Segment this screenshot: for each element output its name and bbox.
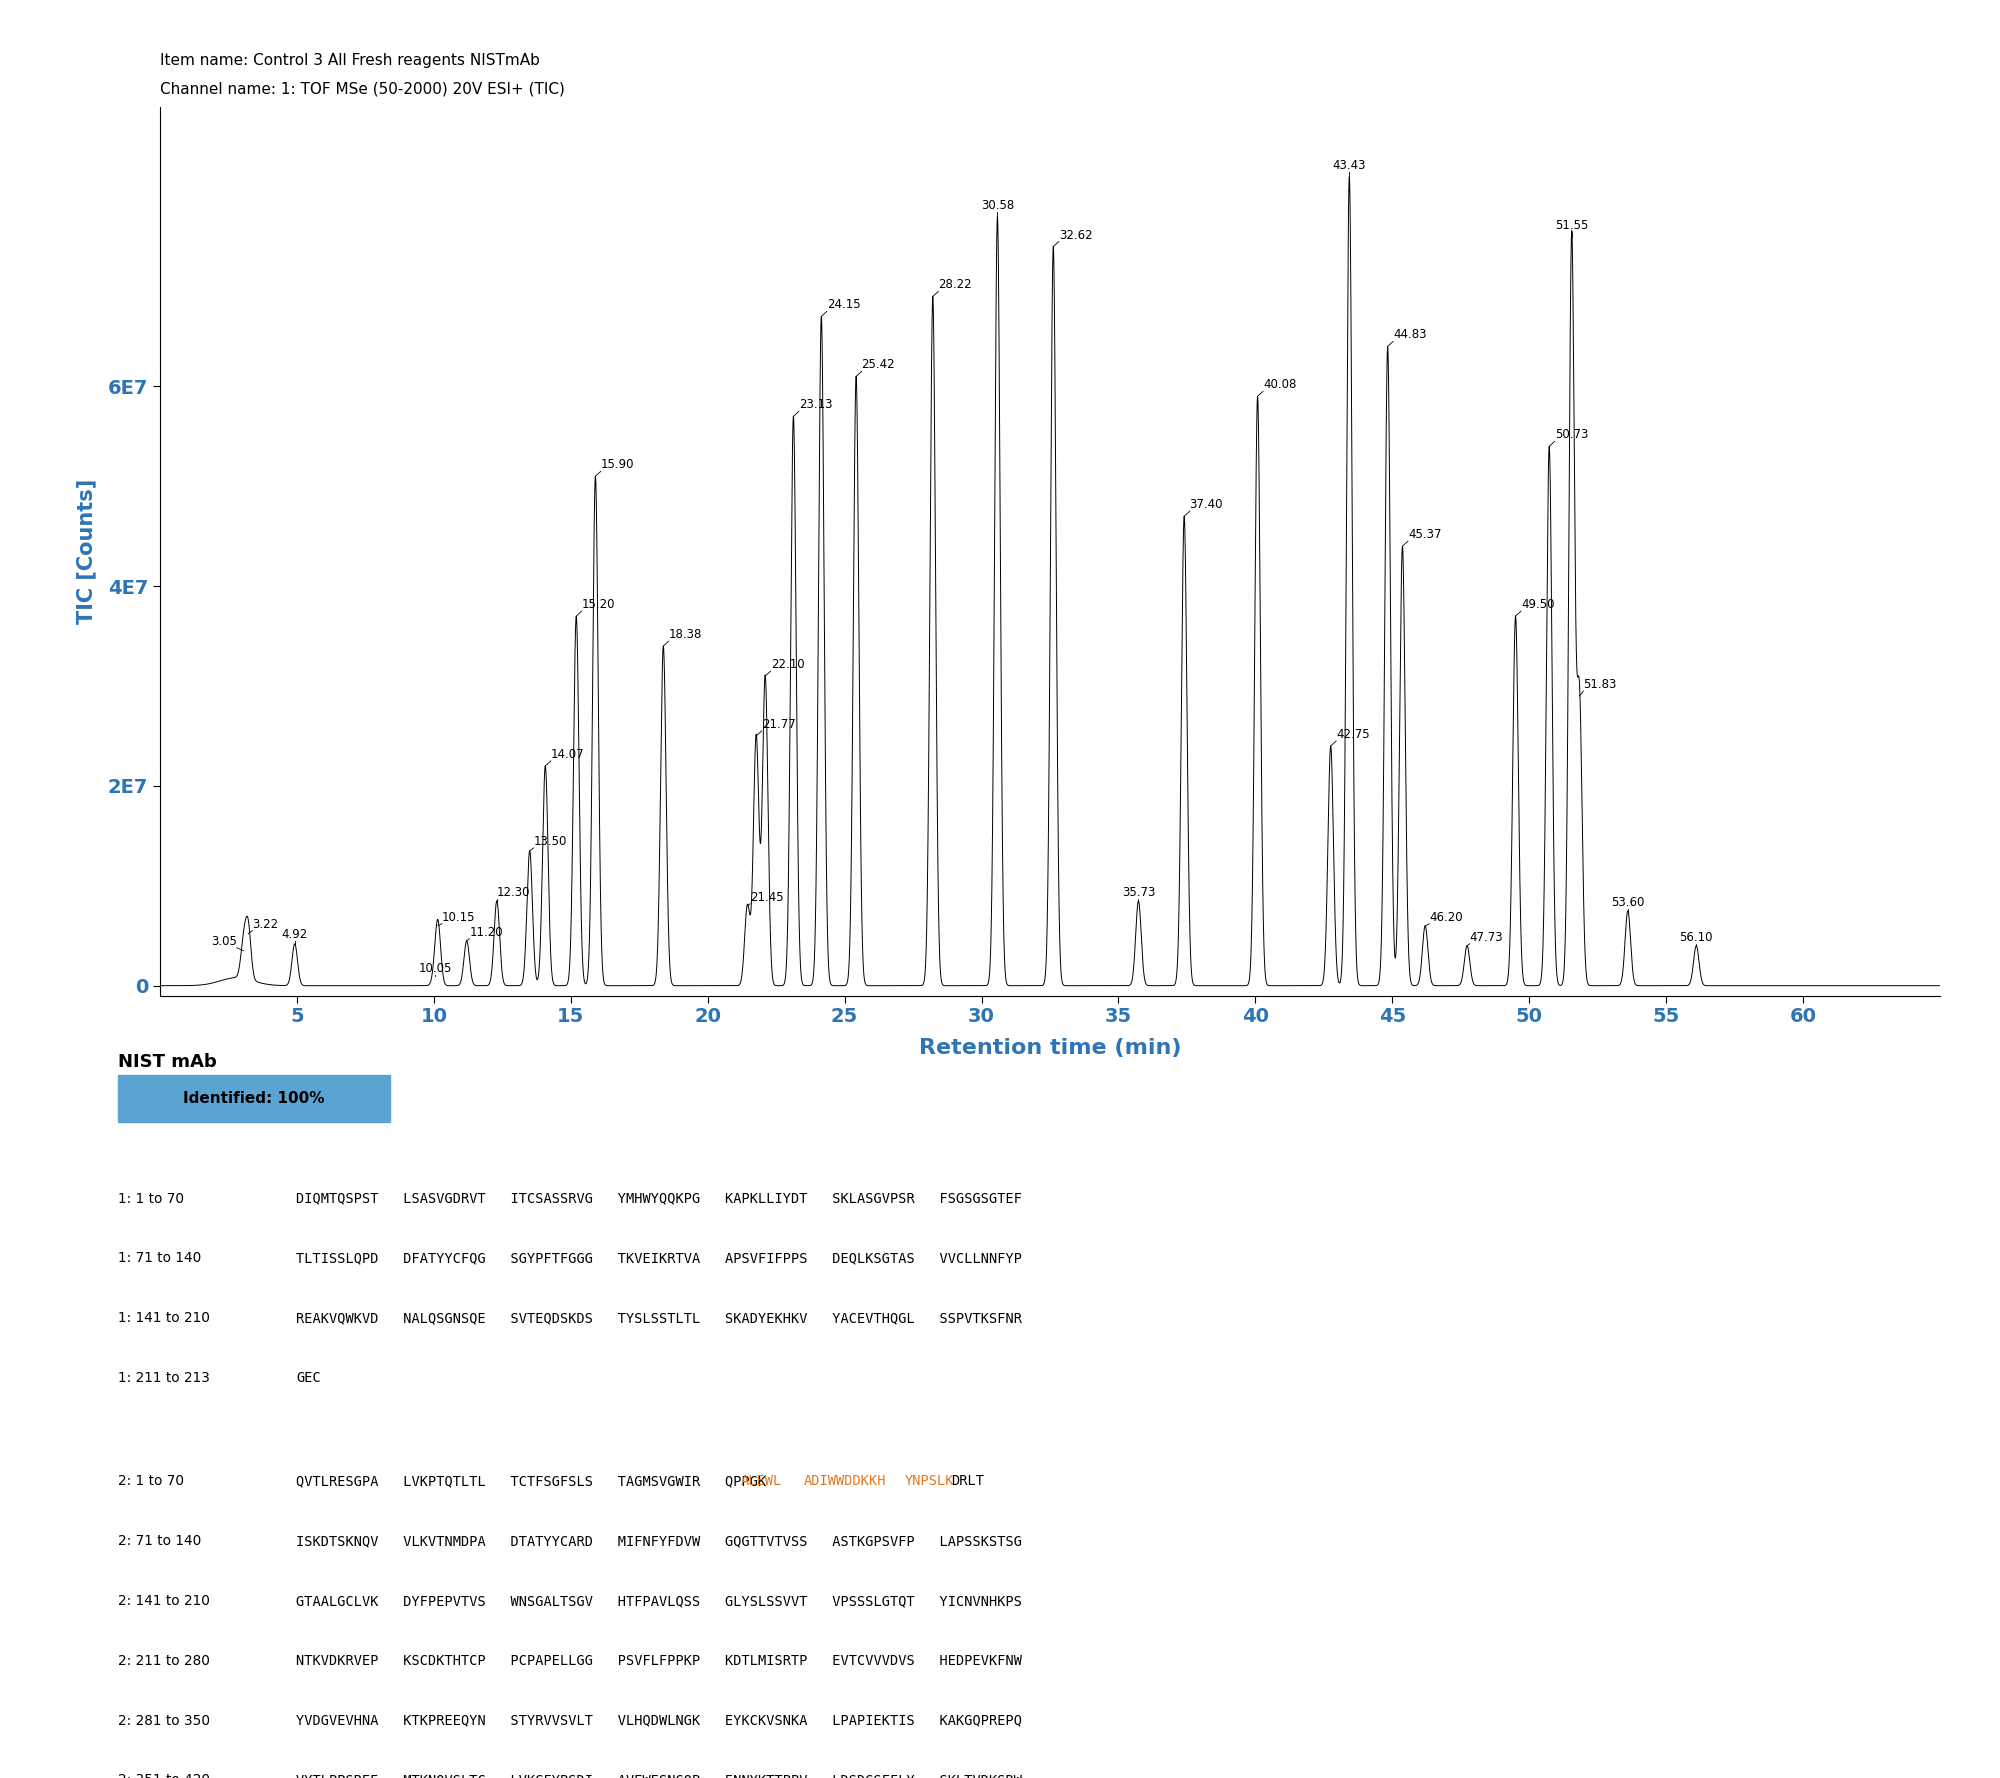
Text: ALEWL: ALEWL (740, 1474, 782, 1488)
Text: 45.37: 45.37 (1408, 528, 1442, 541)
Text: 22.10: 22.10 (770, 658, 804, 670)
Text: DIQMTQSPST   LSASVGDRVT   ITCSASSRVG   YMHWYQQKPG   KAPKLLIYDT   SKLASGVPSR   FS: DIQMTQSPST LSASVGDRVT ITCSASSRVG YMHWYQQ… (296, 1191, 1022, 1205)
Text: Item name: Control 3 All Fresh reagents NISTmAb: Item name: Control 3 All Fresh reagents … (160, 53, 540, 68)
Text: 30.58: 30.58 (980, 199, 1014, 212)
Text: 15.90: 15.90 (600, 459, 634, 471)
Text: 42.75: 42.75 (1336, 727, 1370, 741)
Text: 2: 1 to 70: 2: 1 to 70 (118, 1474, 184, 1488)
Text: 24.15: 24.15 (826, 299, 860, 311)
Text: VYTLPPSREE   MTKNQVSLTC   LVKGFYPSDI   AVEWESNGQP   ENNYKTTPPV   LDSDGSFFLY   SK: VYTLPPSREE MTKNQVSLTC LVKGFYPSDI AVEWESN… (296, 1773, 1022, 1778)
Text: NIST mAb: NIST mAb (118, 1053, 216, 1070)
Text: 3.22: 3.22 (252, 917, 278, 930)
Text: 28.22: 28.22 (938, 279, 972, 292)
Text: 40.08: 40.08 (1264, 379, 1296, 391)
Text: 37.40: 37.40 (1190, 498, 1224, 512)
Text: ADIWWDDKKH: ADIWWDDKKH (804, 1474, 886, 1488)
Text: 14.07: 14.07 (550, 749, 584, 761)
Text: GTAALGCLVK   DYFPEPVTVS   WNSGALTSGV   HTFPAVLQSS   GLYSLSSVVT   VPSSSLGTQT   YI: GTAALGCLVK DYFPEPVTVS WNSGALTSGV HTFPAVL… (296, 1595, 1022, 1607)
Text: 21.45: 21.45 (750, 891, 784, 903)
Text: ISKDTSKNQV   VLKVTNMDPA   DTATYYCARD   MIFNFYFDVW   GQGTTVTVSS   ASTKGPSVFP   LA: ISKDTSKNQV VLKVTNMDPA DTATYYCARD MIFNFYF… (296, 1534, 1022, 1549)
Text: 3.05: 3.05 (210, 935, 236, 948)
Text: 13.50: 13.50 (534, 836, 568, 848)
Text: 51.55: 51.55 (1554, 219, 1588, 231)
Text: 21.77: 21.77 (762, 718, 796, 731)
Text: GEC: GEC (296, 1371, 320, 1385)
Text: 2: 281 to 350: 2: 281 to 350 (118, 1714, 210, 1728)
Text: 43.43: 43.43 (1332, 158, 1366, 172)
Text: NTKVDKRVEP   KSCDKTHTCP   PCPAPELLGG   PSVFLFPPKP   KDTLMISRTP   EVTCVVVDVS   HE: NTKVDKRVEP KSCDKTHTCP PCPAPELLGG PSVFLFP… (296, 1654, 1022, 1668)
Text: REAKVQWKVD   NALQSGNSQE   SVTEQDSKDS   TYSLSSTLTL   SKADYEKHKV   YACEVTHQGL   SS: REAKVQWKVD NALQSGNSQE SVTEQDSKDS TYSLSST… (296, 1310, 1022, 1325)
Text: 4.92: 4.92 (282, 928, 308, 941)
Text: 2: 351 to 420: 2: 351 to 420 (118, 1773, 210, 1778)
Text: 10.15: 10.15 (442, 910, 476, 925)
Text: Identified: 100%: Identified: 100% (184, 1092, 324, 1106)
Text: 15.20: 15.20 (582, 597, 616, 612)
Text: 50.73: 50.73 (1554, 428, 1588, 441)
Text: 53.60: 53.60 (1612, 896, 1644, 909)
Text: YVDGVEVHNA   KTKPREEQYN   STYRVVSVLT   VLHQDWLNGK   EYKCKVSNKA   LPAPIEKTIS   KA: YVDGVEVHNA KTKPREEQYN STYRVVSVLT VLHQDWL… (296, 1714, 1022, 1728)
Text: Channel name: 1: TOF MSe (50-2000) 20V ESI+ (TIC): Channel name: 1: TOF MSe (50-2000) 20V E… (160, 82, 564, 96)
Text: 32.62: 32.62 (1058, 229, 1092, 242)
Text: 49.50: 49.50 (1522, 597, 1554, 612)
Text: 51.83: 51.83 (1584, 677, 1616, 692)
Text: 12.30: 12.30 (496, 885, 530, 900)
X-axis label: Retention time (min): Retention time (min) (918, 1038, 1182, 1058)
Text: QVTLRESGPA   LVKPTQTLTL   TCTFSGFSLS   TAGMSVGWIR   QPPGK: QVTLRESGPA LVKPTQTLTL TCTFSGFSLS TAGMSVG… (296, 1474, 766, 1488)
Text: DRLT: DRLT (952, 1474, 984, 1488)
Text: 35.73: 35.73 (1122, 885, 1156, 900)
Text: 18.38: 18.38 (668, 628, 702, 642)
Text: 1: 1 to 70: 1: 1 to 70 (118, 1191, 184, 1205)
Text: 2: 141 to 210: 2: 141 to 210 (118, 1595, 210, 1607)
Text: 23.13: 23.13 (798, 398, 832, 411)
FancyBboxPatch shape (118, 1076, 390, 1122)
Text: 10.05: 10.05 (418, 962, 452, 974)
Text: TLTISSLQPD   DFATYYCFQG   SGYPFTFGGG   TKVEIKRTVA   APSVFIFPPS   DEQLKSGTAS   VV: TLTISSLQPD DFATYYCFQG SGYPFTFGGG TKVEIKR… (296, 1252, 1022, 1266)
Text: 2: 71 to 140: 2: 71 to 140 (118, 1534, 200, 1549)
Text: 44.83: 44.83 (1394, 329, 1426, 341)
Text: 47.73: 47.73 (1470, 930, 1504, 944)
Text: 1: 71 to 140: 1: 71 to 140 (118, 1252, 200, 1266)
Text: 11.20: 11.20 (470, 926, 504, 939)
Text: 25.42: 25.42 (862, 359, 896, 372)
Text: 46.20: 46.20 (1430, 910, 1462, 925)
Text: 56.10: 56.10 (1680, 930, 1714, 944)
Text: 1: 141 to 210: 1: 141 to 210 (118, 1310, 210, 1325)
Y-axis label: TIC [Counts]: TIC [Counts] (76, 478, 96, 624)
Text: 1: 211 to 213: 1: 211 to 213 (118, 1371, 210, 1385)
Text: YNPSLK: YNPSLK (904, 1474, 954, 1488)
Text: 2: 211 to 280: 2: 211 to 280 (118, 1654, 210, 1668)
